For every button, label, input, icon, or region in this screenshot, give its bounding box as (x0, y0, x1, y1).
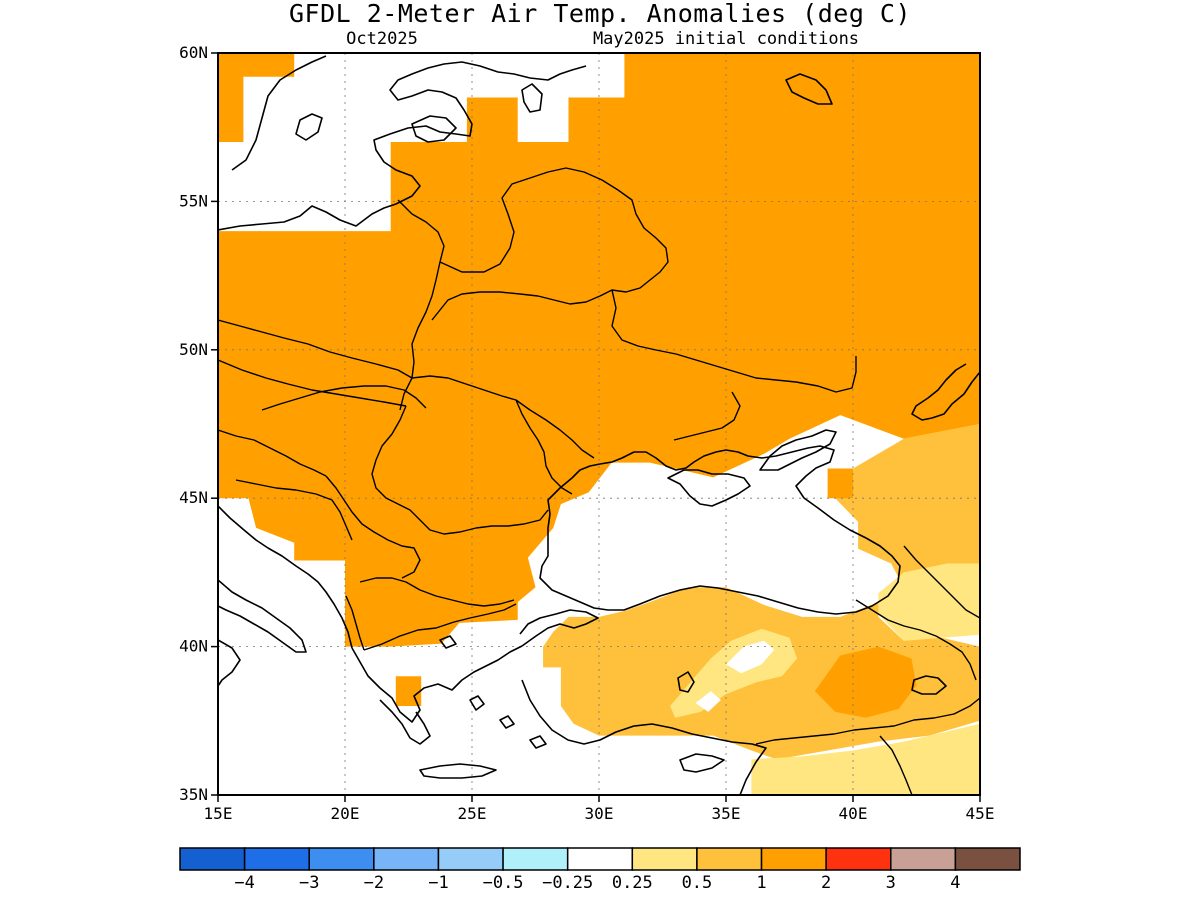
x-tick-label: 30E (585, 804, 614, 823)
legend-label: 2 (821, 873, 831, 893)
anomaly-region-central-anatolia-white-small (695, 691, 721, 712)
anomaly-region-volga-steppe (835, 424, 980, 588)
country-border (218, 429, 327, 477)
lake-peipus (521, 83, 543, 113)
legend-swatch (566, 847, 634, 871)
legend-swatch (760, 847, 827, 871)
legend-swatch (825, 847, 892, 871)
country-border (515, 399, 573, 495)
anomaly-region-scandinavia-patch (218, 53, 295, 142)
x-tick-label: 15E (204, 804, 233, 823)
azov-coast (759, 429, 837, 471)
caspian-coast (911, 363, 980, 421)
marmara-coast (519, 609, 599, 647)
legend-swatch (954, 847, 1021, 871)
crete-coast (419, 763, 497, 779)
black-sea-coast (539, 445, 901, 615)
italy-coast (218, 579, 307, 653)
anomaly-region-kuban-orange-cell (827, 468, 853, 499)
greece-coast (351, 645, 523, 723)
cyprus-coast (679, 753, 725, 773)
country-border (673, 391, 741, 441)
legend-swatch (631, 847, 698, 871)
legend-label: 0.25 (612, 873, 653, 893)
chart-title: GFDL 2-Meter Air Temp. Anomalies (deg C) (289, 0, 911, 28)
legend-label: −0.5 (483, 873, 524, 893)
x-tick-label: 40E (839, 804, 868, 823)
country-border (371, 405, 549, 535)
legend-swatch (890, 847, 957, 871)
turkey-south-coast (521, 679, 767, 795)
country-border (431, 167, 669, 321)
map-basemap (218, 55, 980, 795)
country-border (611, 289, 857, 393)
chart-subtitle-right: May2025 initial conditions (593, 29, 859, 49)
legend-label: −2 (364, 873, 384, 893)
legend-label: 1 (756, 873, 766, 893)
legend-label: −1 (428, 873, 448, 893)
lake-van (911, 675, 947, 695)
peloponnese-coast (379, 699, 431, 745)
country-border (235, 479, 353, 541)
country-border (903, 545, 980, 619)
chart-subtitle-left: Oct2025 (346, 29, 418, 49)
x-tick-label: 45E (966, 804, 995, 823)
anomaly-region-levant-yellow (751, 723, 980, 795)
country-border (325, 475, 421, 579)
adriatic-coast (218, 505, 353, 649)
axis-ticks: 15E 20E 25E 30E 35E 40E 45E 35N 40N 45N 50N 55N 60N (179, 43, 994, 823)
legend-label: −4 (234, 873, 254, 893)
country-border (755, 697, 980, 745)
y-tick-label: 60N (179, 43, 208, 62)
y-tick-label: 50N (179, 340, 208, 359)
legend-swatch (696, 847, 763, 871)
country-border (345, 595, 365, 651)
map-gridlines (218, 53, 980, 795)
italy-heel (218, 639, 241, 687)
legend-label: −0.25 (542, 873, 593, 893)
aegean-island (499, 715, 515, 729)
country-border (359, 577, 515, 607)
country-border (363, 603, 517, 651)
x-tick-label: 25E (458, 804, 487, 823)
anomaly-region-east-anatolia-orange (814, 646, 917, 718)
y-tick-label: 55N (179, 191, 208, 210)
legend-swatch (502, 847, 569, 871)
aegean-island (469, 695, 485, 711)
crimea-coast (667, 469, 751, 507)
y-tick-label: 45N (179, 488, 208, 507)
country-border (879, 735, 913, 795)
y-tick-label: 40N (179, 637, 208, 656)
legend-swatch (179, 847, 246, 871)
aegean-island (439, 635, 457, 649)
legend-swatch (373, 847, 440, 871)
legend-label: 4 (950, 873, 960, 893)
legend-label: −3 (299, 873, 319, 893)
lake-tuz (677, 671, 695, 693)
anomaly-region-peloponnese-cell (395, 676, 422, 706)
y-tick-label: 35N (179, 785, 208, 804)
legend-swatch (243, 847, 310, 871)
color-legend: −4 −3 −2 −1 −0.5 −0.25 0.25 0.5 1 2 3 4 (179, 847, 1021, 893)
x-tick-label: 20E (331, 804, 360, 823)
sweden-coast (231, 55, 327, 171)
anomaly-region-central-anatolia-white (726, 640, 775, 674)
legend-swatch (308, 847, 375, 871)
legend-label: 3 (886, 873, 896, 893)
baltic-island (295, 113, 323, 141)
baltic-coast (218, 61, 587, 231)
x-tick-label: 35E (712, 804, 741, 823)
country-border (261, 385, 427, 411)
country-border (218, 319, 413, 379)
aegean-island (529, 735, 547, 749)
anomaly-region-caucasus-yellow (878, 563, 980, 641)
country-border (218, 359, 407, 407)
country-border (397, 199, 445, 411)
gulf-of-riga-coast (411, 115, 457, 143)
country-border (855, 599, 977, 681)
lake-onega (785, 73, 833, 105)
legend-label: 0.5 (682, 873, 713, 893)
legend-swatch (437, 847, 504, 871)
